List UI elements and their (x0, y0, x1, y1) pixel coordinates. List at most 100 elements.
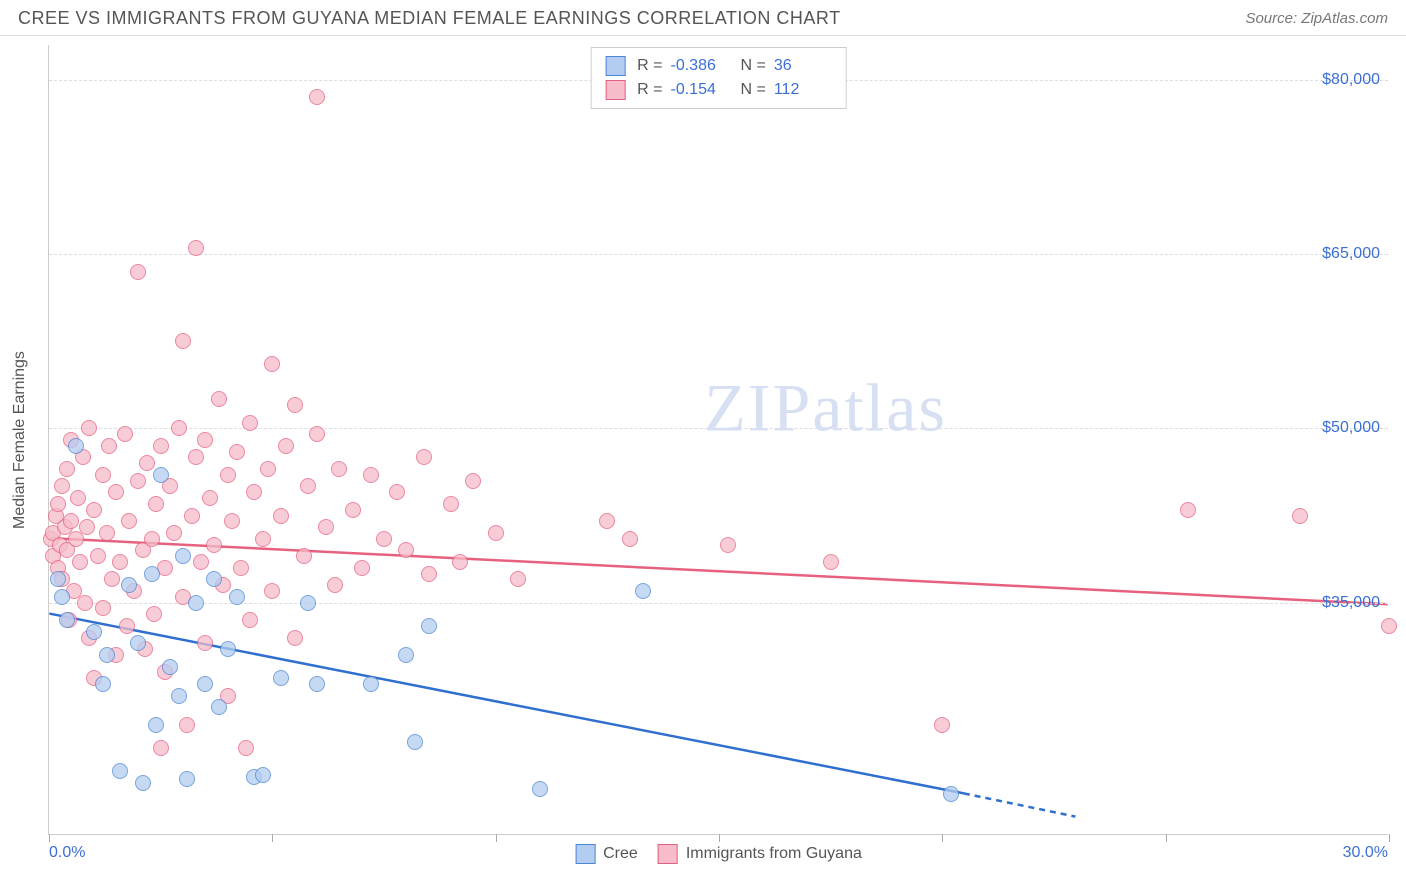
legend-r-value-guyana: -0.154 (671, 78, 729, 102)
data-point (229, 589, 245, 605)
data-point (224, 513, 240, 529)
series-legend-item: Immigrants from Guyana (658, 844, 862, 864)
legend-swatch-cree (605, 56, 625, 76)
data-point (104, 571, 120, 587)
data-point (99, 647, 115, 663)
data-point (50, 496, 66, 512)
data-point (90, 548, 106, 564)
data-point (121, 577, 137, 593)
data-point (273, 508, 289, 524)
x-tick (1389, 834, 1390, 842)
trend-lines-layer (49, 45, 1388, 834)
data-point (99, 525, 115, 541)
data-point (635, 583, 651, 599)
y-axis-label: Median Female Earnings (11, 351, 29, 529)
legend-swatch-cree (575, 844, 595, 864)
data-point (363, 676, 379, 692)
y-tick-label: $80,000 (1322, 71, 1380, 89)
data-point (95, 676, 111, 692)
data-point (823, 554, 839, 570)
watermark-part2: atlas (812, 369, 947, 445)
data-point (532, 781, 548, 797)
data-point (287, 630, 303, 646)
data-point (197, 635, 213, 651)
data-point (101, 438, 117, 454)
x-axis-end-label: 30.0% (1343, 844, 1388, 862)
data-point (206, 537, 222, 553)
x-tick (942, 834, 943, 842)
data-point (162, 659, 178, 675)
data-point (206, 571, 222, 587)
data-point (287, 397, 303, 413)
data-point (166, 525, 182, 541)
stats-legend-row: R = -0.386 N = 36 (605, 54, 832, 78)
data-point (407, 734, 423, 750)
legend-swatch-guyana (658, 844, 678, 864)
data-point (264, 356, 280, 372)
data-point (197, 676, 213, 692)
data-point (197, 432, 213, 448)
data-point (179, 717, 195, 733)
x-tick (1166, 834, 1167, 842)
data-point (184, 508, 200, 524)
data-point (63, 513, 79, 529)
data-point (54, 589, 70, 605)
data-point (273, 670, 289, 686)
stats-legend-row: R = -0.154 N = 112 (605, 78, 832, 102)
legend-n-label: N = (741, 78, 766, 102)
data-point (421, 566, 437, 582)
data-point (59, 461, 75, 477)
data-point (148, 717, 164, 733)
data-point (465, 473, 481, 489)
data-point (354, 560, 370, 576)
data-point (376, 531, 392, 547)
y-tick-label: $50,000 (1322, 419, 1380, 437)
data-point (720, 537, 736, 553)
data-point (327, 577, 343, 593)
data-point (260, 461, 276, 477)
data-point (95, 600, 111, 616)
data-point (144, 531, 160, 547)
data-point (300, 478, 316, 494)
x-tick (496, 834, 497, 842)
data-point (211, 699, 227, 715)
data-point (296, 548, 312, 564)
data-point (309, 89, 325, 105)
trend-line-dashed (964, 793, 1076, 816)
data-point (255, 531, 271, 547)
data-point (398, 542, 414, 558)
legend-r-value-cree: -0.386 (671, 54, 729, 78)
data-point (175, 333, 191, 349)
data-point (175, 548, 191, 564)
data-point (943, 786, 959, 802)
data-point (211, 391, 227, 407)
data-point (318, 519, 334, 535)
data-point (264, 583, 280, 599)
data-point (95, 467, 111, 483)
data-point (242, 415, 258, 431)
data-point (153, 740, 169, 756)
data-point (202, 490, 218, 506)
data-point (81, 420, 97, 436)
data-point (121, 513, 137, 529)
data-point (363, 467, 379, 483)
series-legend-label: Immigrants from Guyana (686, 845, 862, 863)
legend-n-value-guyana: 112 (774, 78, 832, 102)
watermark: ZIPatlas (704, 368, 947, 447)
data-point (112, 763, 128, 779)
legend-r-label: R = (637, 78, 662, 102)
data-point (242, 612, 258, 628)
data-point (117, 426, 133, 442)
legend-swatch-guyana (605, 80, 625, 100)
data-point (1292, 508, 1308, 524)
legend-n-value-cree: 36 (774, 54, 832, 78)
data-point (153, 467, 169, 483)
data-point (345, 502, 361, 518)
data-point (416, 449, 432, 465)
chart-title: CREE VS IMMIGRANTS FROM GUYANA MEDIAN FE… (18, 8, 841, 29)
data-point (112, 554, 128, 570)
trend-line (49, 614, 964, 794)
data-point (421, 618, 437, 634)
trend-line (49, 538, 1387, 604)
legend-r-label: R = (637, 54, 662, 78)
